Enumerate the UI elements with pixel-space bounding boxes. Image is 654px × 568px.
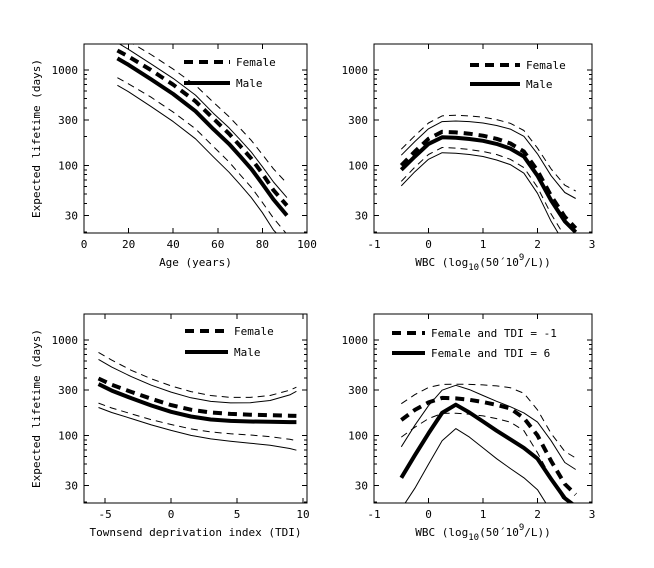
x-tick-label: 10 (296, 508, 309, 521)
tick-labels: -1 0 1 2 3 30 100 300 1000 (342, 64, 596, 251)
y-tick-label: 100 (348, 159, 368, 172)
x-tick-label: -1 (367, 508, 380, 521)
x-tick-label: 1 (480, 508, 487, 521)
x-tick-label: 2 (534, 508, 541, 521)
y-tick-label: 1000 (342, 64, 369, 77)
x-tick-label: 2 (534, 238, 541, 251)
x-tick-label: 1 (480, 238, 487, 251)
curves (97, 351, 297, 451)
curve-male-lower-ci (117, 84, 277, 233)
curves (116, 44, 289, 233)
y-tick-label: 1000 (52, 334, 79, 347)
x-tick-label: 0 (425, 508, 432, 521)
tick-labels: -1 0 1 2 3 30 100 300 1000 (342, 334, 596, 521)
y-tick-label: 1000 (342, 334, 369, 347)
legend-label: Female (236, 56, 276, 69)
y-tick-label: 300 (58, 384, 78, 397)
y-tick-label: 30 (65, 479, 78, 492)
curve-female-lower-ci (117, 77, 287, 233)
legend-label: Male (236, 77, 263, 90)
x-axis-label: WBC (log10(50´109/L)) (415, 523, 551, 543)
y-tick-label: 100 (348, 429, 368, 442)
legend: Female Male (470, 59, 566, 91)
panel-age: 0 20 40 60 80 100 30 100 300 1000 Age (years) Expec… (0, 0, 327, 284)
tick-labels: 0 20 40 60 80 100 30 100 300 1000 (52, 64, 317, 251)
axes (373, 43, 593, 234)
x-tick-label: 60 (211, 238, 224, 251)
panel-wbc-by-sex: -1 0 1 2 3 30 100 300 1000 WBC (log10(50´109/L)) F… (327, 0, 654, 284)
curve-female-tdi-6 (399, 402, 575, 503)
y-tick-label: 1000 (52, 64, 79, 77)
y-tick-label: 30 (355, 479, 368, 492)
x-tick-label: 3 (589, 238, 596, 251)
curve-tdi-minus1-lower-ci (401, 412, 566, 503)
chart-wbc-by-tdi: -1 0 1 2 3 30 100 300 1000 WBC (log10(50´109/L)) F… (342, 313, 596, 543)
curve-tdi-6-upper-ci (400, 384, 576, 470)
legend-label: Female (234, 325, 274, 338)
curve-tdi-6-lower-ci (404, 428, 547, 503)
curve-male-upper-ci (118, 44, 288, 198)
x-tick-label: 3 (589, 508, 596, 521)
legend: Female Male (184, 56, 276, 90)
chart-age: 0 20 40 60 80 100 30 100 300 1000 Age (years) Expec… (30, 43, 317, 269)
x-axis-label: Age (years) (159, 256, 232, 269)
y-tick-label: 300 (348, 384, 368, 397)
x-tick-label: 0 (168, 508, 175, 521)
x-tick-label: -1 (367, 238, 380, 251)
x-tick-label: 5 (234, 508, 241, 521)
curve-female-tdi-minus1 (400, 395, 578, 497)
curve-male (97, 382, 297, 425)
y-axis-label: Expected lifetime (days) (30, 59, 43, 218)
y-tick-label: 30 (355, 209, 368, 222)
curve-male (399, 135, 578, 233)
x-tick-label: -5 (98, 508, 111, 521)
y-axis-label: Expected lifetime (days) (30, 329, 43, 488)
legend-label: Male (526, 78, 553, 91)
legend-label: Female and TDI = 6 (431, 347, 550, 360)
axes (83, 313, 308, 504)
curve-male-lower-ci (400, 152, 559, 233)
panel-tdi: -5 0 5 10 30 100 300 1000 Townsend deprivation i… (0, 284, 327, 568)
curve-male-upper-ci (400, 120, 576, 199)
legend-label: Female (526, 59, 566, 72)
x-tick-label: 80 (256, 238, 269, 251)
panel-wbc-by-tdi: -1 0 1 2 3 30 100 300 1000 WBC (log10(50´109/L)) F… (327, 284, 654, 568)
x-axis-label: Townsend deprivation index (TDI) (90, 526, 302, 539)
y-tick-label: 30 (65, 209, 78, 222)
curve-female (399, 129, 578, 230)
curves (399, 383, 578, 503)
curve-female-upper-ci (400, 114, 576, 192)
y-tick-label: 100 (58, 159, 78, 172)
x-tick-label: 0 (81, 238, 88, 251)
curve-female-lower-ci (400, 147, 564, 233)
tick-labels: -5 0 5 10 30 100 300 1000 (52, 334, 310, 521)
x-tick-label: 100 (297, 238, 317, 251)
curves (399, 114, 578, 233)
curve-female (116, 48, 289, 207)
y-tick-label: 300 (348, 114, 368, 127)
curve-female-upper-ci (98, 351, 297, 398)
y-tick-label: 100 (58, 429, 78, 442)
curve-female (97, 376, 297, 418)
curve-tdi-minus1-upper-ci (401, 383, 576, 459)
x-tick-label: 40 (167, 238, 180, 251)
legend: Female and TDI = -1 Female and TDI = 6 (392, 327, 557, 360)
curve-female-upper-ci (132, 44, 288, 184)
legend-label: Male (234, 346, 261, 359)
chart-wbc-by-sex: -1 0 1 2 3 30 100 300 1000 WBC (log10(50´109/L)) F… (342, 43, 596, 273)
legend-label: Female and TDI = -1 (431, 327, 557, 340)
curve-male-lower-ci (98, 407, 297, 451)
x-tick-label: 0 (425, 238, 432, 251)
y-tick-label: 300 (58, 114, 78, 127)
legend: Female Male (185, 325, 274, 359)
axes (83, 43, 308, 234)
curve-male (116, 56, 289, 217)
x-axis-label: WBC (log10(50´109/L)) (415, 253, 551, 273)
curve-male-upper-ci (98, 358, 297, 404)
axes (373, 313, 593, 504)
x-tick-label: 20 (122, 238, 135, 251)
chart-tdi: -5 0 5 10 30 100 300 1000 Townsend deprivation i… (30, 313, 310, 539)
